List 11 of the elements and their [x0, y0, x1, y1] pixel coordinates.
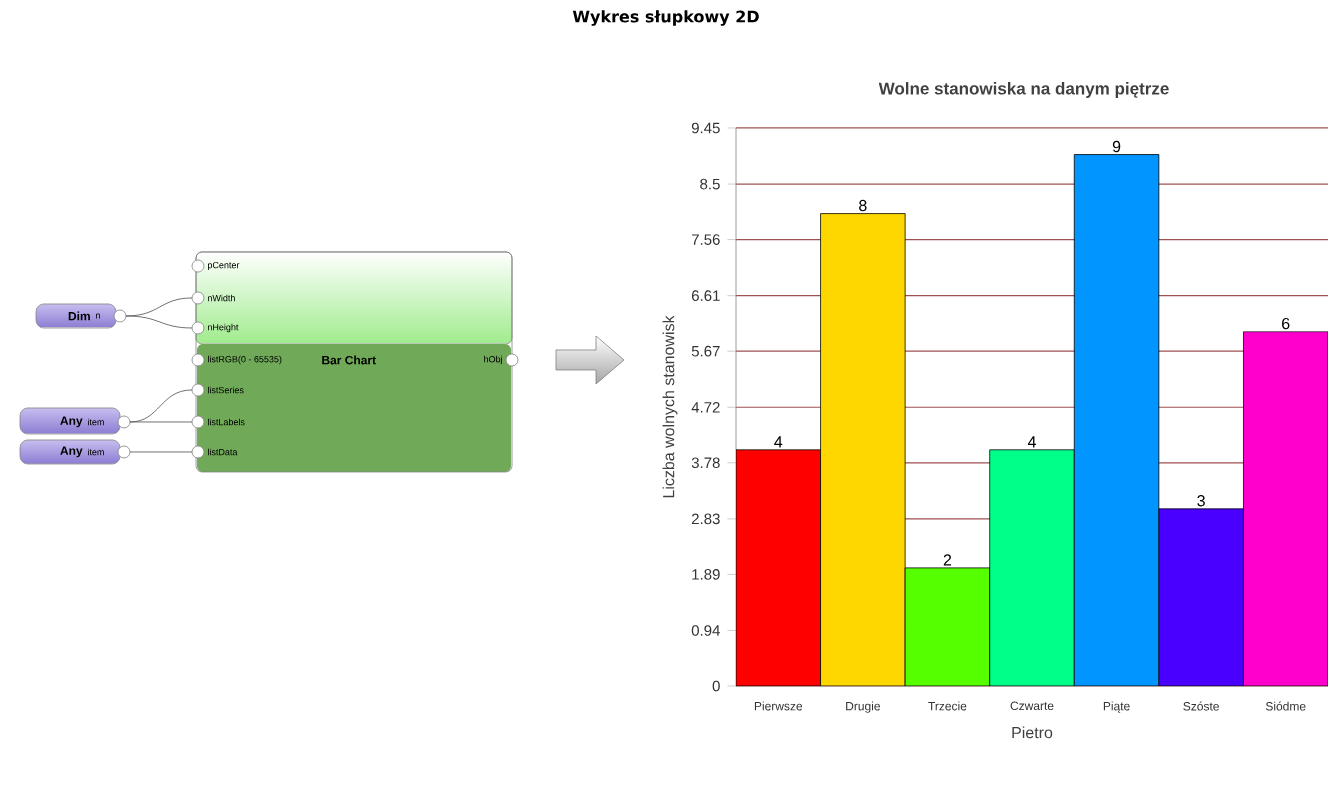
data-label: 9 — [1112, 140, 1121, 153]
y-axis-title: Liczba wolnych stanowisk — [662, 315, 678, 498]
data-label: 3 — [1197, 495, 1205, 507]
chart-title: Wolne stanowiska na danym piętrze — [878, 82, 1169, 98]
text: Wykres słupkowy 2D — [572, 10, 759, 26]
data-label: 4 — [774, 436, 783, 448]
x-axis-title: Pietro — [1012, 726, 1053, 739]
data-label: 4 — [1027, 436, 1036, 448]
data-label: 8 — [859, 199, 867, 212]
data-label: 6 — [1282, 317, 1290, 330]
data-label: 2 — [943, 554, 952, 566]
